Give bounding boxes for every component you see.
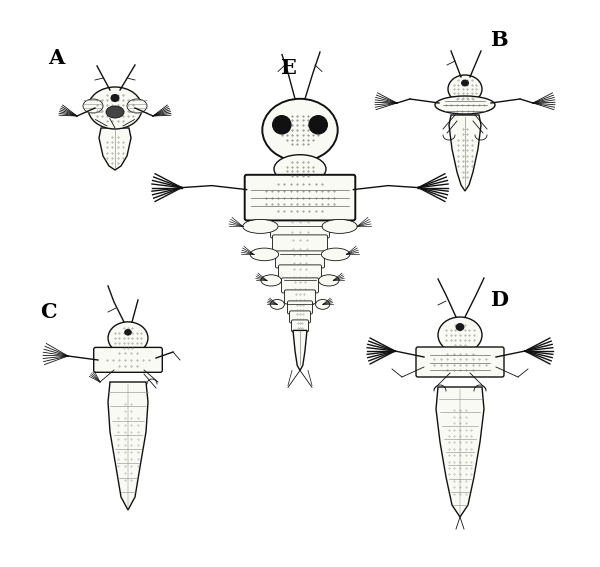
FancyBboxPatch shape xyxy=(290,311,311,323)
FancyBboxPatch shape xyxy=(278,265,322,281)
Ellipse shape xyxy=(461,80,469,86)
Text: E: E xyxy=(280,58,296,78)
Ellipse shape xyxy=(319,275,339,286)
Ellipse shape xyxy=(111,95,119,101)
FancyBboxPatch shape xyxy=(271,217,329,238)
Ellipse shape xyxy=(316,299,330,310)
Text: D: D xyxy=(490,290,508,310)
Polygon shape xyxy=(449,115,481,191)
Ellipse shape xyxy=(448,75,482,103)
Ellipse shape xyxy=(274,155,326,183)
Ellipse shape xyxy=(322,248,350,261)
Polygon shape xyxy=(436,387,484,517)
Ellipse shape xyxy=(108,322,148,354)
FancyBboxPatch shape xyxy=(284,290,316,304)
Ellipse shape xyxy=(270,299,284,310)
FancyBboxPatch shape xyxy=(281,278,319,293)
Ellipse shape xyxy=(322,219,357,234)
Text: C: C xyxy=(40,302,56,322)
FancyBboxPatch shape xyxy=(275,251,325,268)
Ellipse shape xyxy=(106,106,124,118)
Polygon shape xyxy=(293,331,307,370)
Polygon shape xyxy=(108,382,148,510)
Ellipse shape xyxy=(125,329,131,335)
FancyBboxPatch shape xyxy=(287,301,313,314)
Ellipse shape xyxy=(309,116,328,134)
Ellipse shape xyxy=(438,317,482,353)
Ellipse shape xyxy=(272,116,291,134)
Ellipse shape xyxy=(88,87,142,129)
Ellipse shape xyxy=(435,96,495,114)
Ellipse shape xyxy=(250,248,278,261)
Ellipse shape xyxy=(262,99,338,161)
FancyBboxPatch shape xyxy=(416,347,504,377)
FancyBboxPatch shape xyxy=(272,235,328,254)
Text: A: A xyxy=(48,48,64,68)
Ellipse shape xyxy=(456,324,464,331)
Ellipse shape xyxy=(243,219,278,234)
Polygon shape xyxy=(99,128,131,170)
FancyBboxPatch shape xyxy=(292,320,308,332)
FancyBboxPatch shape xyxy=(245,175,355,221)
FancyBboxPatch shape xyxy=(94,348,162,373)
Text: B: B xyxy=(490,30,508,50)
Ellipse shape xyxy=(261,275,281,286)
Ellipse shape xyxy=(83,99,103,113)
Ellipse shape xyxy=(127,99,147,113)
